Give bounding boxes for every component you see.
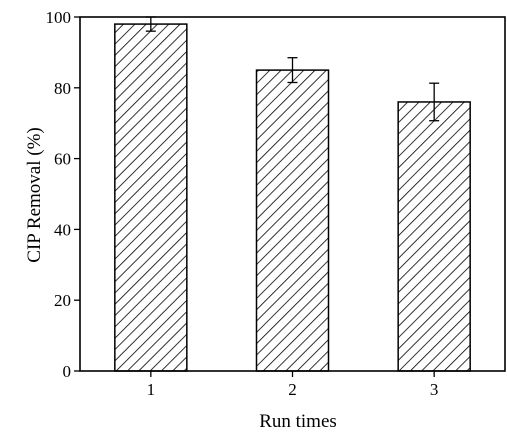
bar-2 [255,69,330,372]
x-tick-label-2: 2 [288,380,297,399]
y-tick-label-80: 80 [54,79,71,98]
y-tick-label-100: 100 [46,8,72,27]
axes-layer [74,16,506,377]
bar-3 [397,101,471,372]
error-bars-layer [145,16,440,122]
x-axis-title: Run times [259,411,337,432]
labels-layer: 1 2 3 0 20 40 60 80 100 [46,8,439,399]
x-tick-label-1: 1 [147,380,156,399]
y-axis-title: CIP Removal (%) [24,127,45,262]
y-tick-label-0: 0 [63,362,72,381]
y-tick-label-40: 40 [54,220,71,239]
bar-1 [114,23,188,372]
y-tick-label-60: 60 [54,150,71,169]
y-tick-label-20: 20 [54,291,71,310]
x-tick-label-3: 3 [430,380,439,399]
plot-frame [79,16,506,372]
